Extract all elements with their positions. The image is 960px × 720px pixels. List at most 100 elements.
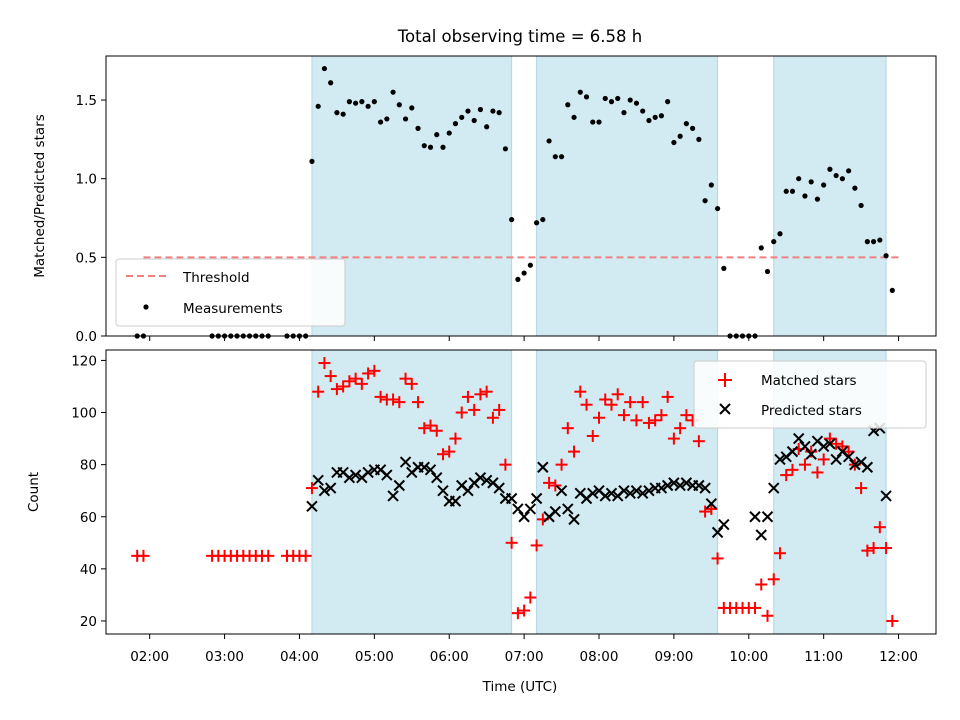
matched-star-point	[886, 614, 899, 627]
measurement-point	[852, 185, 858, 191]
measurement-point	[421, 143, 427, 149]
x-tick-label: 10:00	[729, 649, 768, 665]
bottom-y-tick-label: 40	[80, 562, 97, 578]
matched-star-point	[761, 609, 774, 622]
predicted-star-point	[424, 464, 437, 476]
measurement-point	[365, 103, 371, 109]
measurement-point	[546, 138, 552, 144]
matched-star-point	[667, 432, 680, 445]
measurement-point	[640, 108, 646, 114]
measurement-point	[665, 99, 671, 105]
matched-star-point	[399, 372, 412, 385]
x-tick-label: 08:00	[580, 649, 619, 665]
measurement-point	[846, 168, 852, 174]
top-y-tick-label: 0.5	[76, 250, 97, 266]
predicted-star-point	[431, 471, 443, 484]
matched-star-point	[661, 390, 674, 403]
predicted-star-point	[568, 513, 580, 526]
measurement-point	[690, 125, 696, 131]
bottom-y-ticks: 20 40 60 80 100 120	[71, 353, 106, 630]
chart-title: Total observing time = 6.58 h	[397, 27, 642, 46]
matched-star-point	[511, 607, 524, 620]
matched-star-point	[561, 422, 574, 435]
predicted-star-point	[824, 438, 836, 450]
measurement-point	[496, 110, 502, 116]
matched-star-point	[642, 416, 655, 429]
measurement-point	[833, 172, 839, 179]
matched-star-point	[780, 469, 793, 482]
measurement-point	[359, 99, 365, 105]
predicted-star-point	[462, 484, 474, 497]
legend-matched-swatch	[718, 373, 732, 387]
top-shaded-intervals	[311, 55, 887, 337]
measurement-point	[490, 108, 496, 114]
top-y-tick-label: 1.5	[76, 93, 97, 109]
measurement-point	[789, 188, 796, 194]
top-shaded-interval	[536, 55, 719, 337]
measurement-point	[608, 99, 615, 105]
matched-star-point	[299, 549, 312, 562]
predicted-star-point	[349, 469, 362, 481]
matched-star-point	[330, 383, 343, 396]
measurement-point	[509, 216, 515, 223]
measurement-point	[552, 154, 558, 160]
legend-measurements-swatch	[143, 304, 149, 310]
matched-star-point	[486, 411, 499, 424]
legend-matched-label: Matched stars	[761, 373, 857, 389]
measurement-point	[402, 116, 409, 122]
predicted-star-point	[312, 474, 324, 486]
measurement-point	[340, 111, 346, 117]
predicted-star-point	[699, 482, 711, 494]
matched-star-point	[318, 357, 331, 370]
matched-star-point	[861, 544, 874, 557]
predicted-star-point	[343, 471, 356, 484]
matched-star-point	[574, 385, 587, 398]
measurement-point	[864, 239, 870, 245]
measurement-point	[477, 106, 484, 113]
predicted-star-point	[668, 477, 680, 489]
top-y-tick-label: 1.0	[76, 172, 97, 188]
predicted-star-point	[624, 487, 636, 500]
x-tick-label: 04:00	[280, 649, 319, 665]
matched-star-point	[611, 388, 624, 401]
matched-star-point	[543, 476, 556, 489]
matched-star-point	[749, 601, 762, 614]
matched-star-point	[362, 367, 375, 380]
measurement-point	[459, 114, 465, 120]
matched-star-point	[468, 403, 481, 416]
measurement-point	[708, 182, 714, 188]
predicted-star-point	[643, 484, 655, 497]
measurement-point	[346, 99, 352, 105]
matched-star-point	[811, 466, 824, 479]
measurement-point	[502, 146, 508, 152]
matched-star-point	[430, 424, 443, 437]
matched-star-point	[655, 409, 668, 422]
measurement-point	[590, 119, 596, 125]
bottom-points	[131, 357, 899, 627]
measurement-point	[415, 125, 421, 131]
x-tick-label: 05:00	[355, 649, 394, 665]
measurement-point	[658, 113, 665, 119]
measurement-point	[771, 239, 777, 245]
measurement-point	[396, 102, 402, 108]
measurement-point	[315, 103, 321, 109]
matched-star-point	[137, 549, 150, 562]
predicted-star-point	[306, 500, 318, 513]
x-axis-label: Time (UTC)	[482, 679, 558, 695]
predicted-star-point	[718, 518, 730, 531]
x-tick-label: 09:00	[654, 649, 693, 665]
top-shaded-interval	[773, 55, 887, 337]
measurement-point	[596, 119, 602, 125]
matched-star-point	[324, 370, 337, 383]
measurement-point	[652, 114, 658, 120]
measurement-point	[646, 117, 652, 124]
predicted-star-point	[387, 490, 399, 502]
predicted-star-point	[805, 448, 817, 460]
measurement-point	[696, 136, 702, 142]
matched-star-point	[699, 505, 712, 518]
measurement-point	[577, 89, 583, 95]
predicted-star-point	[680, 477, 693, 489]
matched-star-point	[368, 364, 381, 377]
measurement-point	[534, 220, 540, 226]
